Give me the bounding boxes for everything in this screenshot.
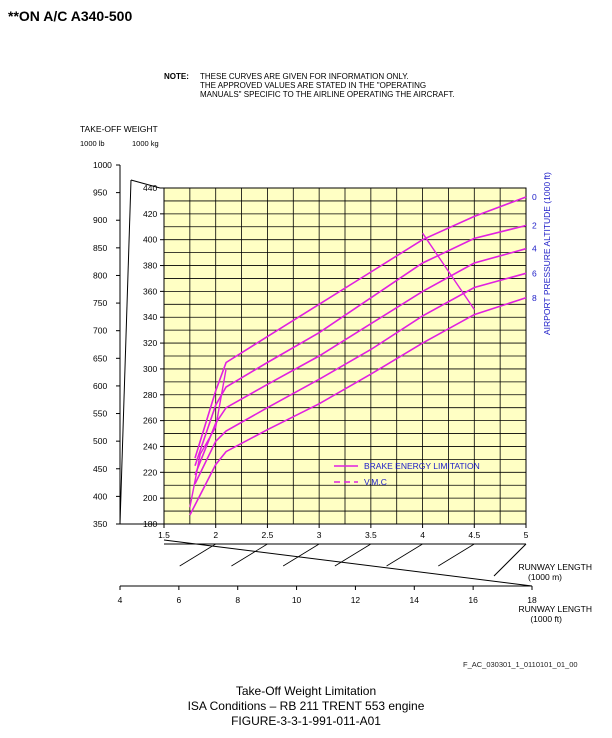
x-tick-label-ft: 4	[118, 595, 123, 605]
note-line: MANUALS" SPECIFIC TO THE AIRLINE OPERATI…	[200, 90, 455, 99]
caption-title: Take-Off Weight Limitation	[235, 684, 377, 698]
y-tick-label-kg: 400	[143, 235, 157, 245]
y-tick-label-kg: 380	[143, 261, 157, 271]
y-tick-label-kg: 280	[143, 390, 157, 400]
x-tick-label-ft: 8	[235, 595, 240, 605]
legend-label-vmc: V.M.C	[364, 477, 387, 487]
y-tick-label-lb: 750	[93, 298, 107, 308]
y-tick-label-lb: 600	[93, 381, 107, 391]
x-tick-label-ft: 14	[410, 595, 420, 605]
y-tick-label-kg: 440	[143, 183, 157, 193]
y-tick-label-lb: 350	[93, 519, 107, 529]
unit-lb-label: 1000 lb	[80, 139, 105, 148]
y-tick-label-lb: 850	[93, 243, 107, 253]
band-divider	[334, 543, 372, 567]
altitude-label: 8	[532, 293, 537, 303]
note-line: THESE CURVES ARE GIVEN FOR INFORMATION O…	[200, 72, 409, 81]
altitude-axis-title: AIRPORT PRESSURE ALTITUDE (1000 ft)	[542, 172, 552, 335]
band-divider	[282, 543, 320, 567]
note-line: THE APPROVED VALUES ARE STATED IN THE "O…	[200, 81, 427, 90]
y-tick-label-kg: 220	[143, 467, 157, 477]
y-tick-label-kg: 260	[143, 416, 157, 426]
altitude-label: 2	[532, 220, 537, 230]
y-tick-label-lb: 950	[93, 188, 107, 198]
y-tick-label-lb: 1000	[93, 160, 112, 170]
altitude-curve-2	[194, 224, 527, 467]
y-tick-label-lb: 400	[93, 491, 107, 501]
band-divider	[179, 543, 216, 567]
caption-subtitle: ISA Conditions – RB 211 TRENT 553 engine	[187, 699, 425, 713]
altitude-label: 4	[532, 244, 537, 254]
x-tick-label-m: 2.5	[262, 530, 274, 540]
brake-energy-line	[422, 232, 475, 310]
band-divider	[438, 543, 475, 567]
x-tick-label-m: 3	[317, 530, 322, 540]
y-tick-label-kg: 420	[143, 209, 157, 219]
x-tick-label-m: 1.5	[158, 530, 170, 540]
band-edge	[493, 543, 527, 577]
x-tick-label-ft: 12	[351, 595, 361, 605]
y-tick-label-kg: 200	[143, 493, 157, 503]
note-text: THESE CURVES ARE GIVEN FOR INFORMATION O…	[200, 72, 530, 99]
x-tick-label-ft: 18	[527, 595, 537, 605]
band-divider	[231, 543, 268, 567]
caption-figure-id: FIGURE-3-3-1-991-011-A01	[231, 714, 381, 728]
x-tick-label-m: 3.5	[365, 530, 377, 540]
y-tick-label-lb: 500	[93, 436, 107, 446]
altitude-curve-4	[194, 247, 527, 476]
note-block: NOTE: THESE CURVES ARE GIVEN FOR INFORMA…	[164, 72, 524, 99]
legend-label-brake: BRAKE ENERGY LIMITATION	[364, 461, 480, 471]
vmc-line	[189, 368, 227, 508]
weight-axis-title: TAKE-OFF WEIGHT	[80, 124, 158, 134]
altitude-label: 0	[532, 192, 537, 202]
band-diagonal	[163, 539, 533, 587]
x-tick-label-m: 5	[524, 530, 529, 540]
axis-connector	[119, 179, 132, 525]
altitude-curve-6	[194, 272, 527, 485]
page-header: **ON A/C A340-500	[8, 8, 133, 24]
y-tick-label-lb: 800	[93, 270, 107, 280]
y-tick-label-lb: 650	[93, 353, 107, 363]
altitude-curve-0	[194, 196, 527, 459]
x-tick-label-ft: 16	[468, 595, 478, 605]
y-tick-label-kg: 360	[143, 286, 157, 296]
x-axis-unit-m: (1000 m)	[528, 572, 562, 582]
y-tick-label-kg: 340	[143, 312, 157, 322]
x-tick-label-ft: 6	[176, 595, 181, 605]
figure-reference: F_AC_030301_1_0110101_01_00	[463, 660, 578, 669]
altitude-curve-8	[189, 297, 527, 516]
axis-connector	[130, 179, 161, 189]
y-tick-label-lb: 700	[93, 326, 107, 336]
band-divider	[386, 543, 423, 567]
x-tick-label-m: 2	[213, 530, 218, 540]
x-axis-title-m: RUNWAY LENGTH	[518, 562, 592, 572]
x-tick-label-m: 4	[420, 530, 425, 540]
x-axis-unit-ft: (1000 ft)	[530, 614, 562, 624]
note-label: NOTE:	[164, 72, 189, 81]
y-tick-label-lb: 550	[93, 409, 107, 419]
y-tick-label-lb: 450	[93, 464, 107, 474]
x-axis-title-ft: RUNWAY LENGTH	[518, 604, 592, 614]
x-tick-label-m: 4.5	[468, 530, 480, 540]
unit-kg-label: 1000 kg	[132, 139, 159, 148]
y-tick-label-kg: 320	[143, 338, 157, 348]
x-tick-label-ft: 10	[292, 595, 302, 605]
y-tick-label-kg: 300	[143, 364, 157, 374]
altitude-label: 6	[532, 268, 537, 278]
y-tick-label-lb: 900	[93, 215, 107, 225]
y-tick-label-kg: 240	[143, 441, 157, 451]
